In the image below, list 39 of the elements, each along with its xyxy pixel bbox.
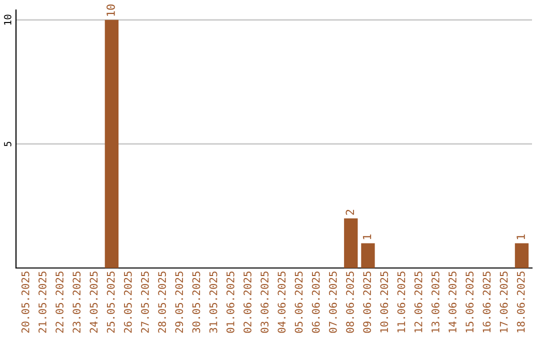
x-tick-label: 30.05.2025 [192,272,200,333]
x-tick-label: 12.06.2025 [414,272,422,332]
x-tick-label: 28.05.2025 [158,272,166,333]
x-tick-label: 21.05.2025 [38,272,46,333]
x-tick-label: 31.05.2025 [209,272,218,333]
data-label: 1 [362,234,372,240]
x-tick-label: 06.06.2025 [312,272,320,333]
x-tick-label: 10.06.2025 [380,272,388,332]
bar [104,20,119,268]
x-tick-label: 17.06.2025 [500,272,508,332]
x-tick-label: 13.06.2025 [431,272,440,332]
data-label: 10 [106,4,115,16]
x-tick-label: 15.06.2025 [466,272,474,332]
bar [344,218,358,268]
x-tick-label: 20.05.2025 [21,272,30,333]
x-tick-label: 07.06.2025 [328,272,337,333]
x-tick-label: 11.06.2025 [397,272,406,332]
x-tick-label: 05.06.2025 [294,272,303,333]
bar [361,243,375,268]
x-tick-label: 22.05.2025 [56,272,64,333]
x-tick-label: 23.05.2025 [72,272,81,333]
bar [514,243,529,268]
data-label: 1 [516,234,525,240]
x-tick-label: 24.05.2025 [90,272,98,333]
x-tick-label: 29.05.2025 [175,272,184,333]
x-tick-label: 01.06.2025 [226,272,234,333]
x-tick-label: 16.06.2025 [482,272,491,332]
x-tick-label: 14.06.2025 [448,272,456,332]
x-tick-label: 27.05.2025 [141,272,149,333]
y-tick-label: 5 [4,142,12,146]
x-tick-label: 09.06.2025 [363,272,372,333]
x-tick-label: 18.06.2025 [516,272,525,332]
x-tick-label: 03.06.2025 [260,272,269,333]
x-tick-label: 04.06.2025 [278,272,286,333]
x-tick-label: 08.06.2025 [346,272,354,333]
data-label: 2 [346,210,354,215]
x-tick-label: 25.05.2025 [106,272,115,333]
x-tick-label: 02.06.2025 [244,272,252,333]
x-tick-label: 26.05.2025 [124,272,132,333]
